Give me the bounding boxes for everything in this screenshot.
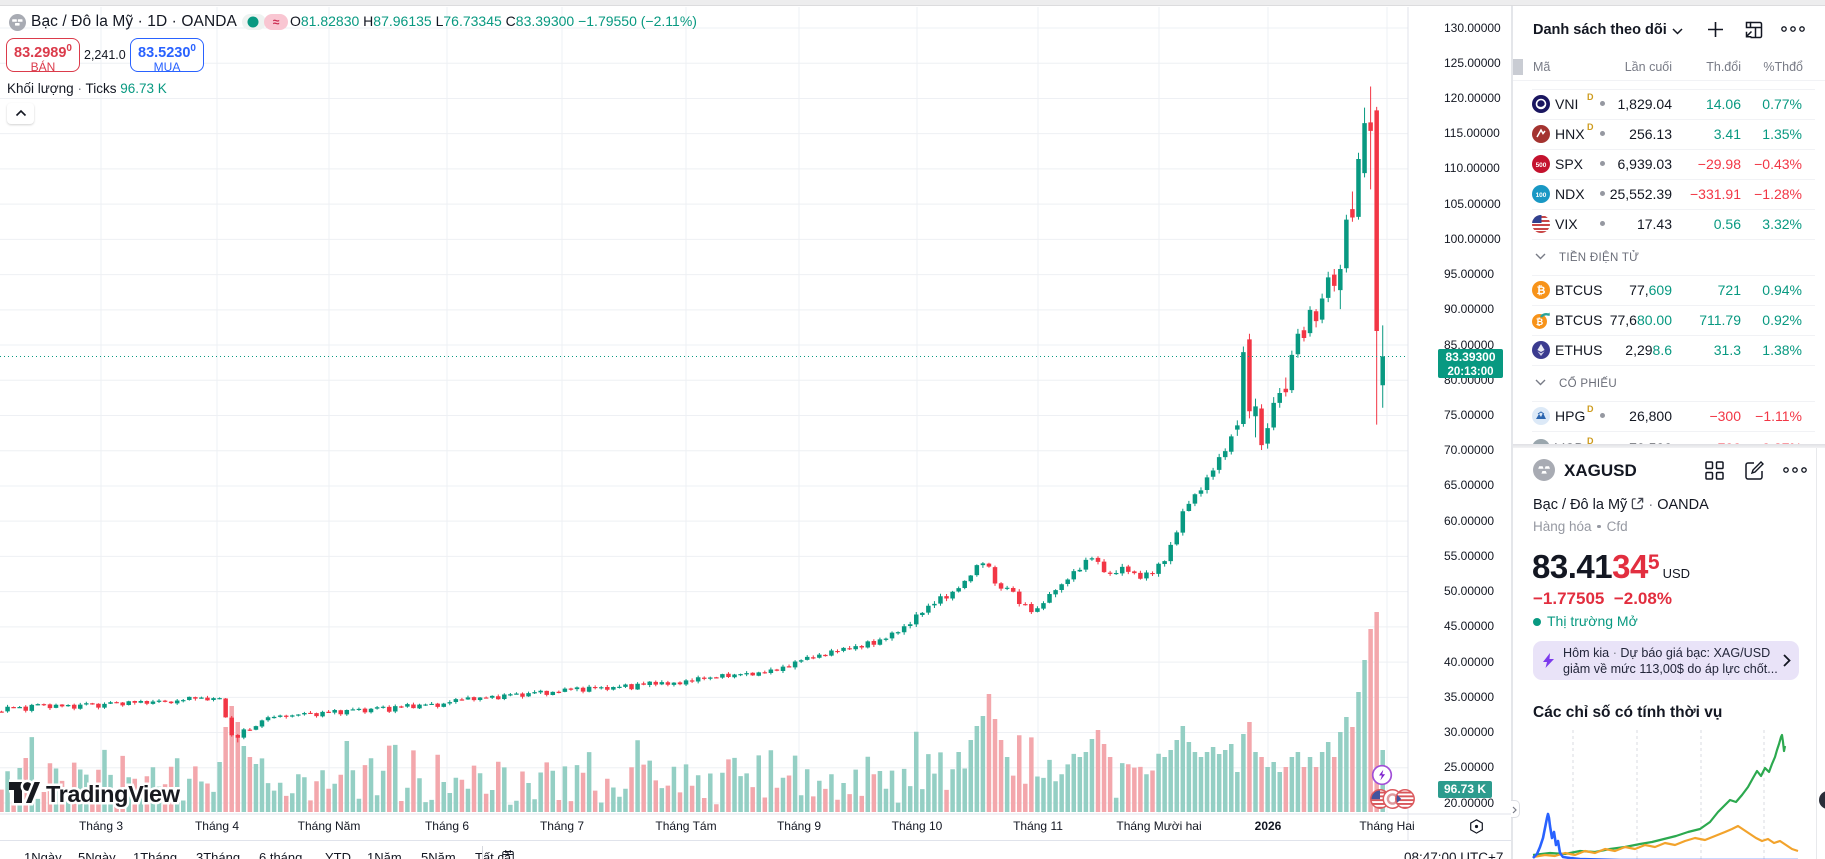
- svg-text:≈: ≈: [273, 15, 280, 29]
- svg-text:TradingView: TradingView: [46, 781, 181, 807]
- svg-text:100: 100: [1536, 192, 1547, 199]
- svg-text:500: 500: [1536, 162, 1547, 169]
- svg-text:₿: ₿: [1537, 285, 1546, 297]
- svg-text:₿: ₿: [1536, 317, 1543, 327]
